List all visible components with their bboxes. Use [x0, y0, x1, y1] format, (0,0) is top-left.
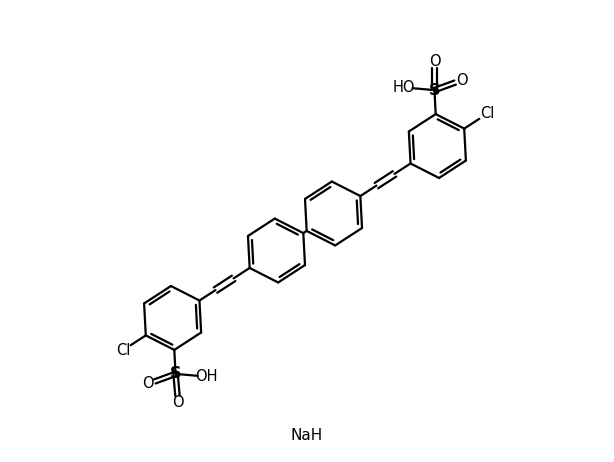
Text: Cl: Cl: [116, 343, 130, 358]
Text: S: S: [170, 366, 181, 382]
Text: NaH: NaH: [291, 427, 323, 443]
Text: HO: HO: [392, 80, 415, 95]
Text: O: O: [173, 395, 184, 410]
Text: S: S: [429, 83, 440, 97]
Text: OH: OH: [195, 369, 218, 384]
Text: O: O: [456, 73, 467, 88]
Text: O: O: [429, 54, 440, 69]
Text: O: O: [142, 377, 154, 391]
Text: Cl: Cl: [480, 106, 494, 122]
